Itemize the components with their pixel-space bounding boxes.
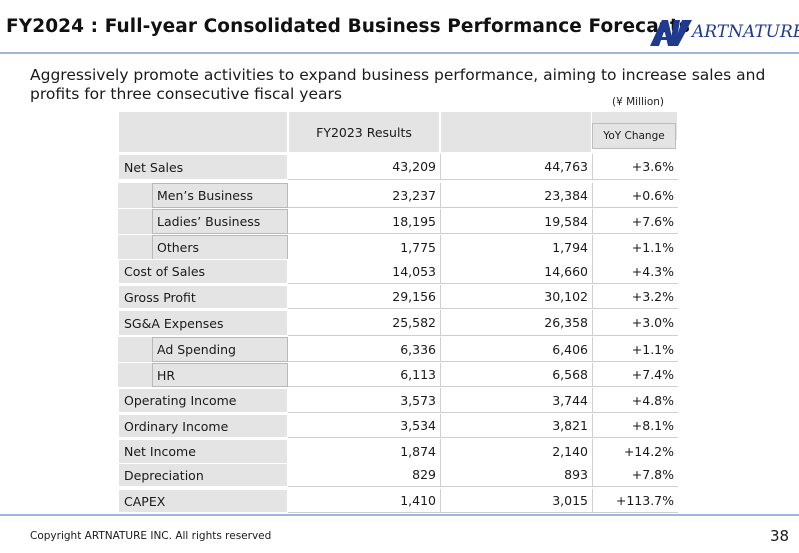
row-label: Net Sales: [118, 154, 288, 180]
col-header-yoy: YoY Change: [592, 123, 676, 149]
table-row: Ladies’ Business 18,195 19,584 +7.6%: [118, 209, 678, 234]
results-value: 43,209: [288, 154, 440, 180]
table-row: Net Sales 43,209 44,763 +3.6%: [118, 154, 678, 180]
table-row: Ad Spending 6,336 6,406 +1.1%: [118, 337, 678, 362]
yoy-value: +3.2%: [592, 285, 678, 309]
yoy-value: +7.4%: [592, 363, 678, 387]
results-value: 23,237: [288, 183, 440, 208]
plan-value: 6,406: [440, 337, 592, 362]
row-indent: [118, 235, 152, 260]
results-value: 6,113: [288, 363, 440, 387]
row-indent: [118, 209, 152, 234]
yoy-value: +1.1%: [592, 235, 678, 260]
row-label: HR: [152, 363, 288, 387]
plan-value: 893: [440, 463, 592, 487]
results-value: 18,195: [288, 209, 440, 234]
row-label: Others: [152, 235, 288, 260]
row-indent: [118, 337, 152, 362]
results-value: 3,573: [288, 388, 440, 413]
table-row: Ordinary Income 3,534 3,821 +8.1%: [118, 414, 678, 438]
yoy-value: +7.8%: [592, 463, 678, 487]
table-row: CAPEX 1,410 3,015 +113.7%: [118, 489, 678, 513]
plan-value: 3,821: [440, 414, 592, 438]
table-row: Operating Income 3,573 3,744 +4.8%: [118, 388, 678, 413]
row-label: Ladies’ Business: [152, 209, 288, 234]
table-row: Net Income 1,874 2,140 +14.2%: [118, 439, 678, 464]
yoy-value: +3.6%: [592, 154, 678, 180]
plan-value: 26,358: [440, 310, 592, 336]
results-value: 1,775: [288, 235, 440, 260]
row-indent: [118, 363, 152, 387]
results-value: 1,410: [288, 489, 440, 513]
row-label: SG&A Expenses: [118, 310, 288, 336]
yoy-value: +0.6%: [592, 183, 678, 208]
table-row: SG&A Expenses 25,582 26,358 +3.0%: [118, 310, 678, 336]
plan-value: 44,763: [440, 154, 592, 180]
unit-label: (¥ Million): [612, 96, 665, 108]
row-label: Operating Income: [118, 388, 288, 413]
yoy-value: +7.6%: [592, 209, 678, 234]
yoy-value: +4.3%: [592, 259, 678, 284]
plan-value: 19,584: [440, 209, 592, 234]
row-label: Ad Spending: [152, 337, 288, 362]
artnature-logo: ARTNATURE: [648, 18, 799, 48]
results-value: 25,582: [288, 310, 440, 336]
plan-value: 23,384: [440, 183, 592, 208]
yoy-value: +14.2%: [592, 439, 678, 464]
yoy-value: +113.7%: [592, 489, 678, 513]
plan-value: 3,015: [440, 489, 592, 513]
slide-header: FY2024 : Full-year Consolidated Business…: [0, 0, 799, 57]
table-row: Cost of Sales 14,053 14,660 +4.3%: [118, 259, 678, 284]
plan-value: 3,744: [440, 388, 592, 413]
yoy-value: +4.8%: [592, 388, 678, 413]
header-divider: [0, 52, 799, 54]
row-label: Gross Profit: [118, 285, 288, 309]
results-value: 3,534: [288, 414, 440, 438]
page-number: 38: [770, 527, 790, 545]
results-value: 14,053: [288, 259, 440, 284]
table-row: Others 1,775 1,794 +1.1%: [118, 235, 678, 260]
slide-title: FY2024 : Full-year Consolidated Business…: [6, 16, 690, 37]
results-value: 1,874: [288, 439, 440, 464]
row-indent: [118, 183, 152, 208]
plan-value: 2,140: [440, 439, 592, 464]
row-label: Ordinary Income: [118, 414, 288, 438]
yoy-value: +8.1%: [592, 414, 678, 438]
row-label: CAPEX: [118, 489, 288, 513]
plan-value: 30,102: [440, 285, 592, 309]
table-corner: [118, 111, 288, 153]
row-label: Depreciation: [118, 463, 288, 487]
results-value: 29,156: [288, 285, 440, 309]
col-header-plan-spacer: [440, 111, 592, 153]
plan-value: 1,794: [440, 235, 592, 260]
results-value: 829: [288, 463, 440, 487]
row-label: Net Income: [118, 439, 288, 464]
row-label: Men’s Business: [152, 183, 288, 208]
lead-text: Aggressively promote activities to expan…: [30, 66, 766, 103]
table-row: HR 6,113 6,568 +7.4%: [118, 363, 678, 387]
plan-value: 14,660: [440, 259, 592, 284]
table-row: Depreciation 829 893 +7.8%: [118, 463, 678, 487]
table-row: Gross Profit 29,156 30,102 +3.2%: [118, 285, 678, 309]
footer-divider: [0, 514, 799, 516]
copyright-text: Copyright ARTNATURE INC. All rights rese…: [30, 530, 272, 542]
col-header-results: FY2023 Results: [288, 111, 440, 153]
logo-mark-icon: [650, 20, 692, 46]
yoy-value: +3.0%: [592, 310, 678, 336]
plan-value: 6,568: [440, 363, 592, 387]
yoy-value: +1.1%: [592, 337, 678, 362]
logo-text: ARTNATURE: [692, 22, 799, 42]
row-label: Cost of Sales: [118, 259, 288, 284]
table-row: Men’s Business 23,237 23,384 +0.6%: [118, 183, 678, 208]
results-value: 6,336: [288, 337, 440, 362]
